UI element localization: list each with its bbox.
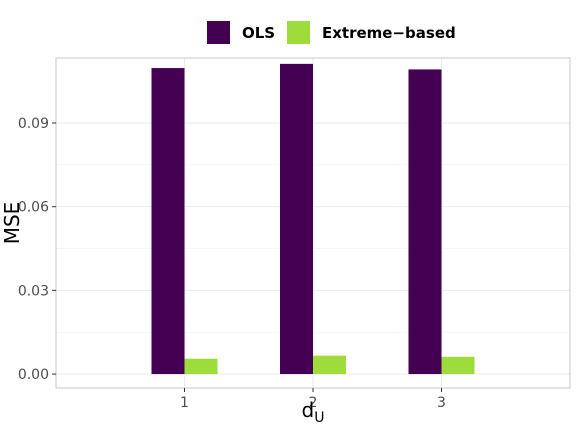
x-axis-title-main: d [302,398,315,422]
bar-ols-1 [151,68,185,375]
legend-swatch-ols [207,21,230,44]
legend-label-ols: OLS [242,24,275,42]
bar-extreme-based-2 [313,355,346,375]
y-axis-title: MSE [0,202,24,245]
y-tick-label: 0.00 [18,367,49,383]
x-tick-label: 2 [309,395,318,411]
bar-ols-2 [280,63,313,375]
bar-extreme-based-3 [441,356,475,375]
bar-extreme-based-1 [184,358,218,375]
bars [151,63,475,375]
x-axis-title-subscript: U [314,410,324,426]
x-axis-title: dU [302,398,325,426]
legend-label-extreme-based: Extreme−based [322,24,456,42]
x-tick-label: 3 [437,395,446,411]
legend: OLS Extreme−based [207,21,456,44]
y-tick-label: 0.09 [18,116,49,132]
bar-ols-3 [408,69,442,375]
legend-swatch-extreme-based [287,21,310,44]
x-axis: 1 2 3 [180,388,446,411]
x-tick-label: 1 [180,395,189,411]
y-tick-label: 0.06 [18,200,49,216]
y-tick-label: 0.03 [18,283,49,299]
y-axis: 0.00 0.03 0.06 0.09 [18,116,56,383]
plot-panel [55,57,571,389]
